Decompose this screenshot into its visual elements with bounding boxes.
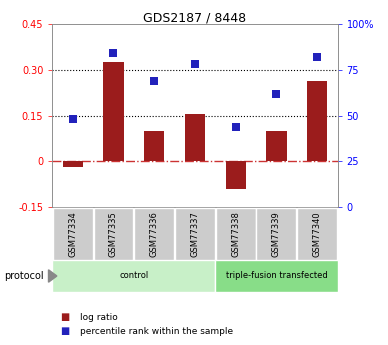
Point [192, 62, 198, 67]
Bar [225, 161, 246, 189]
Bar [52, 260, 215, 292]
Point [233, 124, 239, 129]
Bar [216, 208, 256, 260]
Text: GSM77335: GSM77335 [109, 211, 118, 257]
Polygon shape [48, 270, 57, 282]
Text: ■: ■ [60, 326, 69, 336]
Bar [94, 208, 133, 260]
Text: log ratio: log ratio [80, 313, 117, 322]
Text: GSM77340: GSM77340 [313, 211, 322, 257]
Bar [256, 208, 296, 260]
Text: GSM77338: GSM77338 [231, 211, 240, 257]
Title: GDS2187 / 8448: GDS2187 / 8448 [144, 11, 246, 24]
Bar [297, 208, 337, 260]
Bar [53, 208, 93, 260]
Bar [175, 208, 215, 260]
Text: GSM77336: GSM77336 [150, 211, 159, 257]
Bar [266, 131, 287, 161]
Bar [134, 208, 174, 260]
Text: control: control [119, 272, 149, 280]
Bar [62, 161, 83, 167]
Text: protocol: protocol [4, 271, 43, 281]
Bar [103, 62, 124, 161]
Point [111, 51, 117, 56]
Bar [215, 260, 338, 292]
Bar [185, 114, 205, 161]
Text: GSM77339: GSM77339 [272, 211, 281, 257]
Bar [144, 131, 165, 161]
Text: GSM77337: GSM77337 [191, 211, 199, 257]
Point [314, 54, 320, 60]
Point [151, 78, 158, 83]
Text: triple-fusion transfected: triple-fusion transfected [225, 272, 327, 280]
Text: ■: ■ [60, 313, 69, 322]
Point [70, 117, 76, 122]
Text: percentile rank within the sample: percentile rank within the sample [80, 327, 233, 336]
Point [274, 91, 280, 96]
Text: GSM77334: GSM77334 [68, 211, 77, 257]
Bar [307, 80, 327, 161]
